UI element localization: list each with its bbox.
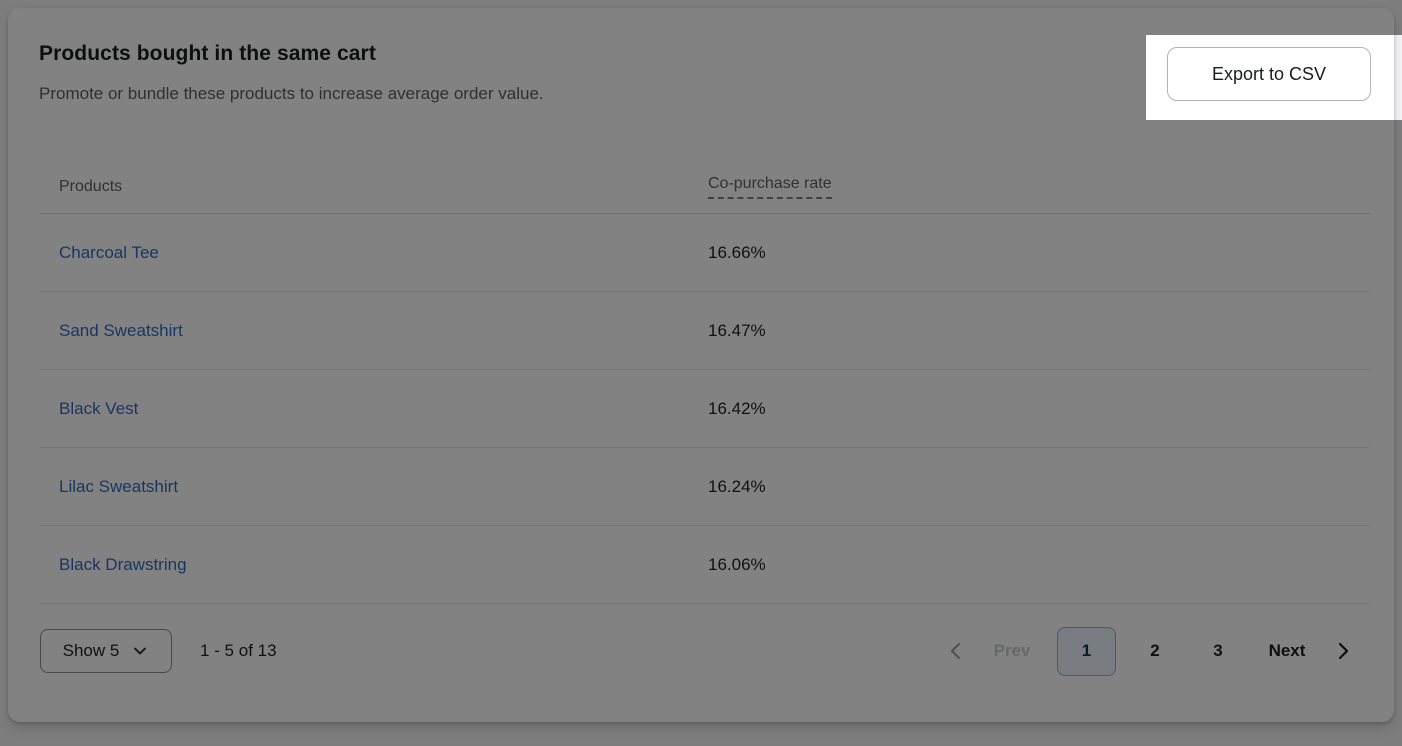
table-header-row: Products Co-purchase rate (40, 160, 1370, 214)
pagination: Prev 1 2 3 Next (945, 626, 1354, 676)
product-link[interactable]: Sand Sweatshirt (59, 320, 183, 340)
rate-value: 16.24% (708, 476, 766, 496)
export-to-csv-button[interactable]: Export to CSV (1167, 47, 1371, 101)
export-to-csv-label: Export to CSV (1211, 63, 1327, 84)
table-row: Black Drawstring 16.06% (40, 526, 1370, 604)
product-link[interactable]: Black Vest (59, 398, 139, 418)
rate-value: 16.66% (708, 242, 766, 262)
page-size-select[interactable]: Show 5 (40, 629, 172, 673)
page-subtitle: Promote or bundle these products to incr… (39, 84, 544, 103)
pagination-range-label: 1 - 5 of 13 (200, 641, 277, 660)
prev-button[interactable]: Prev (993, 641, 1031, 660)
page-title: Products bought in the same cart (39, 42, 376, 65)
product-link[interactable]: Charcoal Tee (59, 242, 159, 262)
page-button-1[interactable]: 1 (1057, 626, 1116, 676)
co-purchase-card: Products bought in the same cart Promote… (8, 8, 1394, 722)
page-size-label: Show 5 (62, 641, 120, 660)
next-button[interactable]: Next (1268, 641, 1306, 660)
rate-value: 16.42% (708, 398, 766, 418)
table-row: Sand Sweatshirt 16.47% (40, 292, 1370, 370)
rate-value: 16.06% (708, 554, 766, 574)
table-footer: Show 5 1 - 5 of 13 Prev 1 2 3 Ne (40, 606, 1354, 696)
chevron-right-icon[interactable] (1332, 640, 1354, 662)
table-row: Lilac Sweatshirt 16.24% (40, 448, 1370, 526)
column-header-products: Products (59, 177, 123, 195)
product-link[interactable]: Black Drawstring (59, 554, 187, 574)
column-header-rate: Co-purchase rate (708, 175, 1370, 199)
table-row: Charcoal Tee 16.66% (40, 214, 1370, 292)
chevron-down-icon (131, 642, 149, 660)
co-purchase-rate-tooltip-label[interactable]: Co-purchase rate (708, 175, 832, 199)
page-button-3[interactable]: 3 (1213, 641, 1223, 660)
table-row: Black Vest 16.42% (40, 370, 1370, 448)
page-button-2[interactable]: 2 (1150, 641, 1160, 660)
product-link[interactable]: Lilac Sweatshirt (59, 476, 179, 496)
co-purchase-table: Products Co-purchase rate Charcoal Tee 1… (40, 160, 1370, 604)
chevron-left-icon[interactable] (945, 640, 967, 662)
rate-value: 16.47% (708, 320, 766, 340)
